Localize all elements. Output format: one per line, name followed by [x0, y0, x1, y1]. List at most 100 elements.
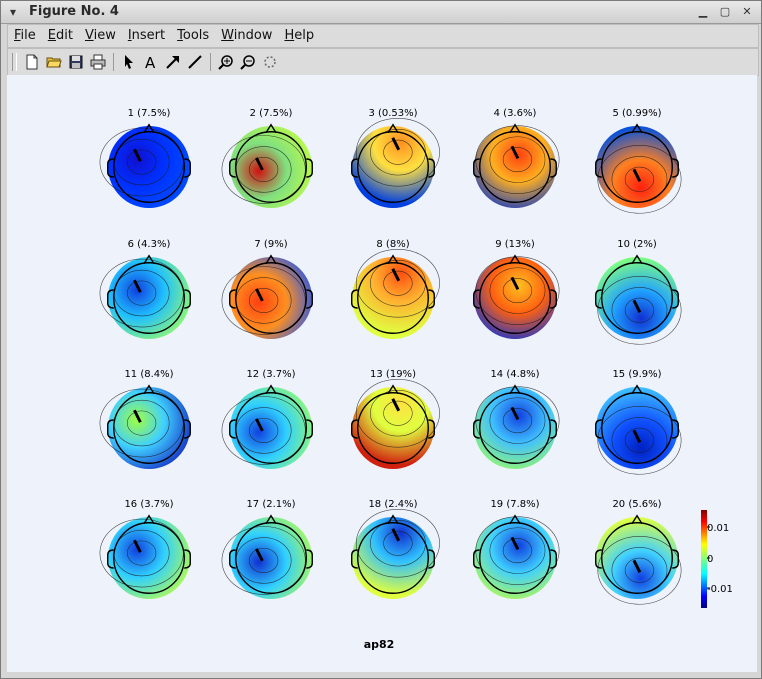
topoplot-map: 16 (3.7%) [99, 499, 191, 599]
topoplot-map: 10 (2%) [595, 239, 682, 345]
dipole-arrow [133, 148, 142, 162]
scalp-map-disk [352, 126, 434, 208]
text-icon[interactable]: A [140, 51, 162, 73]
ear-marker [229, 158, 236, 178]
window-menu-icon[interactable]: ▾ [9, 5, 17, 19]
contour-line [355, 508, 440, 578]
map-label: 7 (9%) [254, 239, 287, 250]
head-outline [113, 131, 185, 203]
nose-marker [387, 254, 399, 265]
dipole-arrow [632, 559, 642, 574]
close-icon[interactable]: ✕ [742, 5, 752, 18]
print-icon[interactable] [87, 51, 109, 73]
zoom-out-icon[interactable] [237, 51, 259, 73]
rotate-icon[interactable] [259, 51, 281, 73]
nose-marker [387, 384, 399, 395]
contour-line [383, 270, 413, 296]
map-label: 1 (7.5%) [128, 108, 171, 119]
map-label: 8 (8%) [376, 239, 409, 250]
ear-marker [184, 549, 191, 569]
ear-marker [595, 289, 602, 309]
dipole-arrow [510, 145, 520, 160]
head-outline [235, 392, 307, 464]
toolbar-grip[interactable] [12, 53, 17, 71]
ear-marker [306, 419, 313, 439]
contour-line [221, 396, 306, 465]
dipole-arrow [391, 398, 401, 412]
map-label: 5 (0.99%) [612, 108, 661, 119]
new-file-icon[interactable] [21, 51, 43, 73]
map-label: 16 (3.7%) [124, 499, 173, 510]
ear-marker [595, 158, 602, 178]
topoplot-map: 15 (9.9%) [595, 369, 682, 475]
scalp-map-disk [230, 126, 312, 208]
topoplot-map: 9 (13%) [473, 239, 560, 339]
head-outline [357, 262, 429, 334]
head-outline [357, 522, 429, 594]
contour-line [221, 526, 306, 595]
topoplot-map: 11 (8.4%) [99, 369, 191, 469]
contour-line [248, 547, 279, 573]
head-outline [601, 392, 673, 464]
arrow-pointer-icon[interactable] [118, 51, 140, 73]
head-outline [601, 522, 673, 594]
maximize-icon[interactable]: ▢ [719, 5, 731, 18]
ear-marker [107, 158, 114, 178]
scalp-map-disk [352, 517, 434, 599]
dipole-arrow [255, 548, 264, 562]
menu-edit[interactable]: Edit [47, 28, 73, 43]
save-icon[interactable] [65, 51, 87, 73]
menu-tools[interactable]: Tools [177, 28, 210, 43]
title-bar[interactable]: ▾ Figure No. 4 ▁ ▢ ✕ [1, 1, 761, 24]
menu-insert[interactable]: Insert [127, 28, 166, 43]
dipole-arrow [255, 157, 264, 171]
ear-marker [351, 158, 358, 178]
dipole-arrow [391, 268, 401, 282]
head-outline [113, 262, 185, 334]
nose-marker [143, 123, 155, 134]
dipole-arrow [510, 276, 520, 291]
head-outline [601, 262, 673, 334]
menu-file[interactable]: File [14, 28, 36, 43]
map-label: 12 (3.7%) [246, 369, 295, 380]
dipole-arrow [391, 137, 401, 151]
nose-marker [265, 514, 277, 525]
ear-marker [428, 419, 435, 439]
nose-marker [387, 123, 399, 134]
contour-line [221, 135, 306, 204]
contour-line [502, 408, 533, 434]
head-outline [479, 262, 551, 334]
ear-marker [107, 419, 114, 439]
minimize-icon[interactable]: ▁ [698, 5, 708, 18]
ear-marker [550, 158, 557, 178]
menu-view[interactable]: View [84, 28, 116, 43]
ear-marker [351, 289, 358, 309]
nose-marker [265, 254, 277, 265]
draw-line-icon[interactable] [184, 51, 206, 73]
topoplot-map: 3 (0.53%) [351, 108, 440, 208]
head-outline [601, 131, 673, 203]
map-label: 3 (0.53%) [368, 108, 417, 119]
nose-marker [509, 384, 521, 395]
topoplot-map: 18 (2.4%) [351, 499, 440, 599]
ear-marker [351, 549, 358, 569]
dipole-arrow [255, 288, 264, 302]
colorbar: 0.01 0 -0.01 [701, 510, 733, 608]
nose-marker [509, 254, 521, 265]
draw-arrow-icon[interactable] [162, 51, 184, 73]
scalp-map-disk [230, 387, 312, 469]
colorbar-tick-label: -0.01 [707, 584, 733, 595]
figure-canvas[interactable]: 1 (7.5%) 2 (7.5%) 3 (0.53%) 4 (3.6%) 5 (0.99… [7, 75, 757, 672]
contour-line [489, 397, 546, 444]
topoplot-map: 19 (7.8%) [473, 499, 560, 599]
map-label: 17 (2.1%) [246, 499, 295, 510]
ear-marker [672, 289, 679, 309]
nose-marker [143, 254, 155, 265]
menu-help[interactable]: Help [284, 28, 315, 43]
map-label: 13 (19%) [370, 369, 416, 380]
ear-marker [595, 549, 602, 569]
menu-window[interactable]: Window [221, 28, 273, 43]
contour-line [355, 117, 440, 187]
zoom-in-icon[interactable] [215, 51, 237, 73]
open-folder-icon[interactable] [43, 51, 65, 73]
